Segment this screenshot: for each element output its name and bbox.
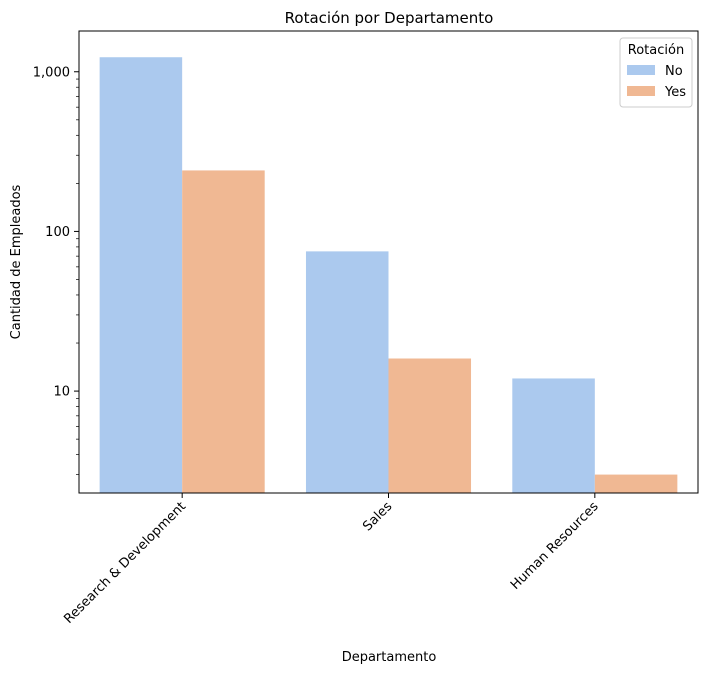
- legend-label-yes: Yes: [664, 85, 686, 100]
- y-tick-label: 100: [45, 225, 70, 240]
- y-tick-marks: [74, 71, 79, 475]
- bar-no-sales: [305, 251, 389, 493]
- legend-title: Rotación: [628, 43, 684, 58]
- x-tick-label: Research & Development: [61, 499, 189, 627]
- bar-yes-human-resources: [594, 474, 678, 493]
- y-ticks: 10 100 1,000: [33, 65, 70, 399]
- bar-no-research-development: [99, 57, 183, 493]
- x-ticks: Research & Development Sales Human Resourc…: [61, 493, 602, 627]
- plot-frame: [78, 30, 699, 494]
- bar-yes-sales: [388, 358, 472, 493]
- legend-label-no: No: [665, 64, 683, 79]
- x-axis-label: Departamento: [342, 650, 437, 665]
- legend: Rotación No Yes: [619, 37, 693, 108]
- y-axis-label: Cantidad de Empleados: [9, 184, 24, 339]
- bar-no-human-resources: [512, 378, 595, 493]
- bar-yes-research-development: [182, 170, 265, 493]
- bars-group: [99, 57, 678, 493]
- y-tick-label: 1,000: [33, 65, 70, 80]
- legend-swatch-yes: [627, 86, 655, 96]
- legend-swatch-no: [627, 65, 655, 75]
- chart-title: Rotación por Departamento: [285, 9, 494, 27]
- y-tick-label: 10: [53, 385, 70, 400]
- x-tick-label: Human Resources: [508, 499, 602, 593]
- x-tick-label: Sales: [360, 499, 395, 534]
